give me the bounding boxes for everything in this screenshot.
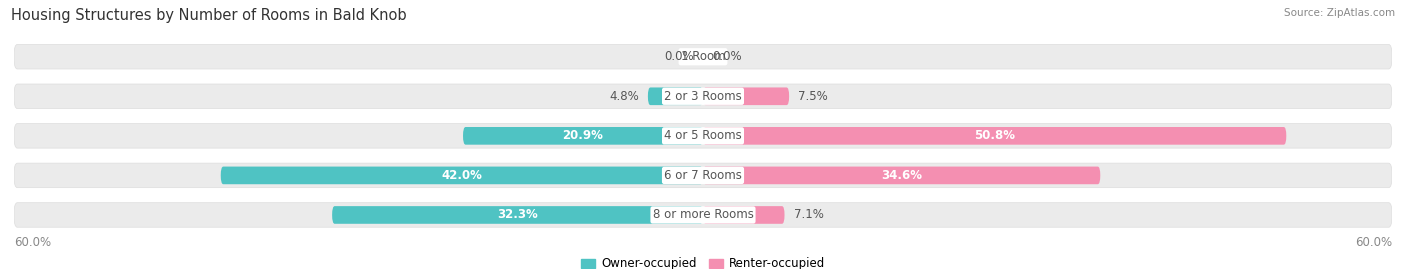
Text: 32.3%: 32.3% [498,208,538,221]
FancyBboxPatch shape [221,167,703,184]
Text: 7.5%: 7.5% [799,90,828,103]
Text: 20.9%: 20.9% [562,129,603,142]
FancyBboxPatch shape [14,163,1392,188]
Text: 34.6%: 34.6% [882,169,922,182]
Text: Source: ZipAtlas.com: Source: ZipAtlas.com [1284,8,1395,18]
Legend: Owner-occupied, Renter-occupied: Owner-occupied, Renter-occupied [576,253,830,269]
Text: 1 Room: 1 Room [681,50,725,63]
Text: 6 or 7 Rooms: 6 or 7 Rooms [664,169,742,182]
Text: 7.1%: 7.1% [794,208,824,221]
FancyBboxPatch shape [332,206,703,224]
FancyBboxPatch shape [14,203,1392,227]
FancyBboxPatch shape [648,87,703,105]
Text: 42.0%: 42.0% [441,169,482,182]
FancyBboxPatch shape [703,167,1101,184]
Text: 60.0%: 60.0% [14,236,51,249]
Text: Housing Structures by Number of Rooms in Bald Knob: Housing Structures by Number of Rooms in… [11,8,406,23]
FancyBboxPatch shape [463,127,703,145]
FancyBboxPatch shape [14,44,1392,69]
FancyBboxPatch shape [14,123,1392,148]
Text: 2 or 3 Rooms: 2 or 3 Rooms [664,90,742,103]
FancyBboxPatch shape [703,127,1286,145]
Text: 4 or 5 Rooms: 4 or 5 Rooms [664,129,742,142]
FancyBboxPatch shape [703,206,785,224]
Text: 50.8%: 50.8% [974,129,1015,142]
Text: 4.8%: 4.8% [609,90,638,103]
Text: 60.0%: 60.0% [1355,236,1392,249]
FancyBboxPatch shape [703,87,789,105]
Text: 0.0%: 0.0% [664,50,693,63]
Text: 8 or more Rooms: 8 or more Rooms [652,208,754,221]
Text: 0.0%: 0.0% [713,50,742,63]
FancyBboxPatch shape [14,84,1392,109]
